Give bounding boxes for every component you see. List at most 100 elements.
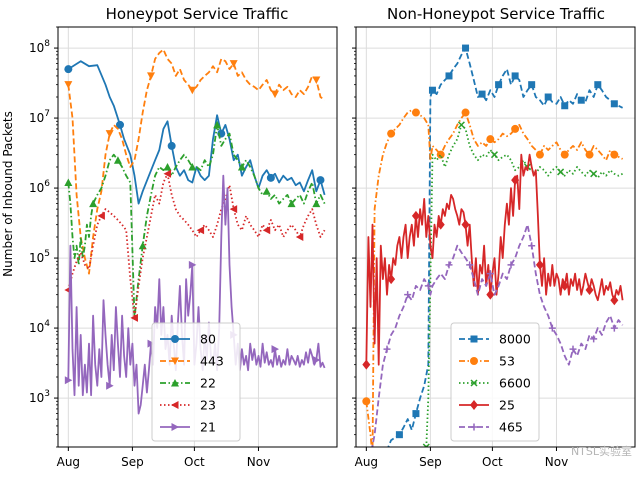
legend-entry-6600: 6600 xyxy=(459,376,531,391)
legend-label: 23 xyxy=(200,398,216,413)
legend-entry-8000: 8000 xyxy=(459,332,531,347)
x-tick-label: Nov xyxy=(545,455,568,469)
legend-entry-25: 25 xyxy=(459,398,515,413)
data-point-25 xyxy=(461,219,470,230)
axis-ticks: Aug Sep Oct Nov 103 104 105 106 107 108 xyxy=(29,26,270,469)
series-25 xyxy=(362,153,624,370)
series-line-80 xyxy=(67,60,326,205)
data-point-465 xyxy=(445,261,453,269)
data-point-443 xyxy=(64,81,73,89)
legend-label: 25 xyxy=(499,398,515,413)
legend-entry-21: 21 xyxy=(160,420,216,435)
legend-label: 443 xyxy=(200,354,224,369)
series-443 xyxy=(64,48,326,275)
series-line-25 xyxy=(365,153,624,366)
data-point-22 xyxy=(237,163,246,171)
legend-label: 80 xyxy=(200,332,216,347)
legend-marker xyxy=(171,379,179,387)
data-point-8000 xyxy=(462,44,470,52)
x-tick-label: Sep xyxy=(121,455,144,469)
data-point-465 xyxy=(548,324,556,332)
data-point-23 xyxy=(196,226,205,235)
data-point-22 xyxy=(138,241,147,250)
legend-entry-23: 23 xyxy=(160,398,216,413)
series-group xyxy=(362,44,624,447)
legend-label: 6600 xyxy=(499,376,531,391)
data-point-8000 xyxy=(528,81,536,89)
data-point-6600 xyxy=(590,170,598,178)
data-point-8000 xyxy=(478,90,486,98)
legend-marker xyxy=(171,357,179,365)
legend-marker xyxy=(171,401,179,409)
data-point-8000 xyxy=(561,102,569,110)
x-tick-label: Aug xyxy=(355,455,378,469)
data-point-53 xyxy=(362,397,371,406)
non-honeypot-chart-title: Non-Honeypot Service Traffic xyxy=(387,5,605,23)
data-point-21 xyxy=(271,345,279,354)
y-tick-label: 107 xyxy=(29,109,50,125)
data-point-25 xyxy=(535,259,544,270)
data-point-22 xyxy=(113,156,122,164)
data-point-53 xyxy=(535,150,544,159)
x-tick-label: Nov xyxy=(247,455,270,469)
data-point-80 xyxy=(266,173,275,182)
y-tick-label: 104 xyxy=(29,319,50,335)
data-point-6600 xyxy=(422,443,430,447)
data-point-53 xyxy=(461,108,470,117)
y-tick-label: 103 xyxy=(29,389,50,405)
series-line-53 xyxy=(365,109,624,447)
data-point-6600 xyxy=(457,121,465,129)
data-point-21 xyxy=(147,339,155,348)
data-point-6600 xyxy=(557,168,565,176)
data-point-80 xyxy=(167,141,176,150)
data-point-23 xyxy=(295,233,304,241)
x-tick-label: Aug xyxy=(57,455,80,469)
series-465 xyxy=(371,223,624,447)
legend-label: 8000 xyxy=(499,332,531,347)
series-22 xyxy=(64,120,326,319)
data-point-22 xyxy=(163,163,172,171)
data-point-80 xyxy=(64,65,73,74)
data-point-21 xyxy=(312,355,321,364)
data-point-53 xyxy=(436,150,445,159)
legend-marker xyxy=(470,423,478,431)
data-point-465 xyxy=(404,291,412,299)
data-point-22 xyxy=(213,120,222,129)
axis-ticks: Aug Sep Oct Nov xyxy=(352,26,568,469)
data-point-22 xyxy=(89,199,98,208)
data-point-465 xyxy=(507,261,515,269)
data-point-25 xyxy=(610,295,619,306)
series-53 xyxy=(362,108,624,447)
data-point-465 xyxy=(590,335,598,343)
data-point-23 xyxy=(130,313,138,322)
data-point-25 xyxy=(560,280,569,291)
data-point-465 xyxy=(569,345,577,353)
data-point-21 xyxy=(64,376,73,385)
data-point-80 xyxy=(316,176,325,185)
legend-entry-22: 22 xyxy=(160,376,216,391)
honeypot-chart: Honeypot Service Traffic Number of Inbou… xyxy=(1,5,338,469)
data-point-465 xyxy=(486,270,494,278)
legend-marker xyxy=(470,357,478,365)
series-line-22 xyxy=(67,124,326,319)
data-point-8000 xyxy=(544,93,552,101)
data-point-53 xyxy=(486,135,495,144)
x-tick-label: Oct xyxy=(482,455,503,469)
data-point-25 xyxy=(511,175,520,186)
data-point-8000 xyxy=(395,431,403,439)
data-point-53 xyxy=(411,108,420,117)
data-point-25 xyxy=(411,210,420,221)
y-axis-label: Number of Inbound Packets xyxy=(1,111,15,277)
non-honeypot-chart: Non-Honeypot Service Traffic Aug Sep Oct No… xyxy=(352,5,636,469)
data-point-465 xyxy=(424,282,432,290)
watermark-text: NTSL实验室 xyxy=(571,444,632,458)
data-point-25 xyxy=(486,289,495,300)
data-point-23 xyxy=(163,169,172,178)
data-point-23 xyxy=(262,226,271,235)
data-point-53 xyxy=(511,124,520,133)
x-tick-label: Sep xyxy=(419,455,442,469)
legend-marker xyxy=(171,335,179,343)
y-tick-label: 105 xyxy=(29,249,50,265)
legend-marker xyxy=(171,423,179,431)
data-point-443 xyxy=(188,86,197,95)
